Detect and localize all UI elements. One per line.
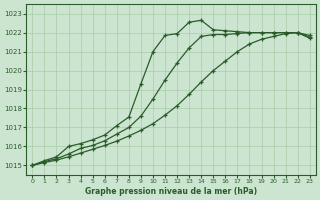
X-axis label: Graphe pression niveau de la mer (hPa): Graphe pression niveau de la mer (hPa) xyxy=(85,187,257,196)
